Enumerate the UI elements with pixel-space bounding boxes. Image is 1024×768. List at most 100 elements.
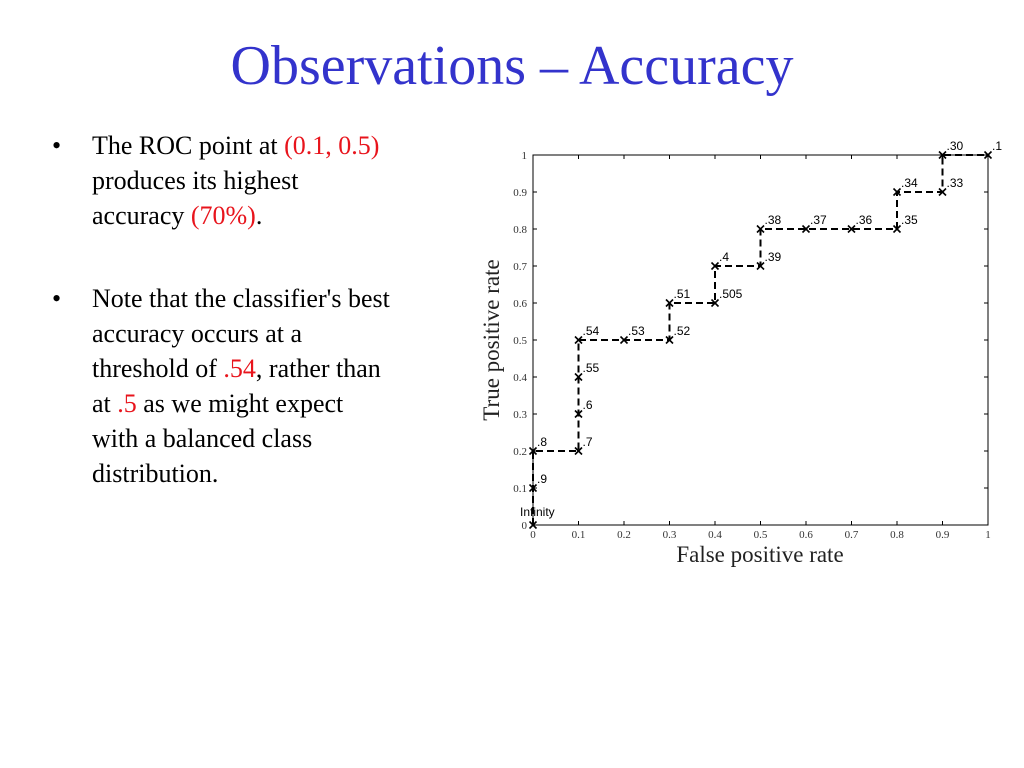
marker-stroke (938, 187, 947, 197)
roc-point-label: .1 (992, 139, 1002, 153)
bullet-text-part: The ROC point at (92, 131, 285, 160)
roc-point-marker (665, 335, 674, 345)
marker-stroke (710, 261, 720, 271)
bullet-highlight: .54 (223, 354, 256, 383)
slide-title: Observations – Accuracy (230, 35, 794, 97)
roc-point-marker (710, 261, 720, 271)
roc-point-marker (847, 224, 856, 234)
roc-point-label: .54 (583, 324, 600, 338)
bullet-item: • The ROC point at (0.1, 0.5) produces i… (52, 128, 392, 233)
roc-point-marker (938, 187, 947, 197)
roc-point-label: .36 (856, 213, 873, 227)
bullet-text-part: Note that the classifier's best accuracy… (92, 284, 390, 383)
x-tick-label: 1 (985, 529, 991, 541)
roc-point-marker (756, 261, 765, 271)
y-tick-label: 1 (522, 150, 528, 162)
bullet-list: • The ROC point at (0.1, 0.5) produces i… (52, 128, 392, 491)
y-tick-label: 0.3 (513, 409, 527, 421)
bullet-highlight: .5 (117, 389, 137, 418)
marker-stroke (574, 446, 583, 456)
roc-point-label: .505 (719, 287, 743, 301)
roc-point-label: .35 (901, 213, 918, 227)
x-tick-label: 0.1 (572, 529, 586, 541)
bullet-dot-icon: • (52, 131, 62, 160)
roc-point-label: Infinity (520, 505, 555, 519)
marker-stroke (619, 335, 629, 345)
roc-point-label: .33 (947, 176, 964, 190)
roc-point-label: .8 (537, 435, 547, 449)
x-tick-label: 0.9 (936, 529, 950, 541)
x-tick-label: 0.4 (708, 529, 722, 541)
roc-point-marker (665, 298, 674, 308)
x-tick-label: 0.7 (845, 529, 859, 541)
roc-point-marker (528, 483, 538, 493)
roc-curve-line (532, 154, 988, 525)
roc-point-marker (528, 446, 538, 456)
marker-stroke (938, 150, 947, 160)
marker-stroke (892, 224, 902, 234)
marker-stroke (574, 335, 583, 345)
y-tick-label: 0.5 (513, 335, 527, 347)
y-tick-label: 0.6 (513, 298, 527, 310)
tick-labels: 0 0.1 0.2 0.3 0.4 0.5 0.6 0.7 0.8 0.9 1 0 0.1 0.2 0.3 0… (513, 150, 991, 541)
y-tick-label: 0.1 (513, 483, 527, 495)
x-tick-label: 0.6 (799, 529, 813, 541)
marker-stroke (574, 372, 583, 382)
roc-point-label: .6 (583, 398, 593, 412)
marker-stroke (801, 224, 811, 234)
roc-point-marker (574, 409, 583, 419)
roc-point-marker (574, 446, 583, 456)
bullet-highlight: (70%) (190, 201, 256, 230)
y-tick-label: 0.2 (513, 446, 527, 458)
bullet-text: Note that the classifier's best accuracy… (92, 281, 392, 491)
marker-stroke (665, 335, 674, 345)
y-tick-label: 0.9 (513, 187, 527, 199)
plot-frame (532, 154, 989, 526)
marker-stroke (756, 261, 765, 271)
marker-stroke (756, 224, 765, 234)
x-tick-label: 0.8 (890, 529, 904, 541)
roc-point-marker (983, 150, 993, 160)
x-tick-label: 0.5 (754, 529, 768, 541)
x-tick-label: 0.2 (617, 529, 631, 541)
roc-point-label: .37 (810, 213, 827, 227)
bullet-highlight: (0.1, 0.5) (284, 131, 380, 160)
roc-point-marker (574, 335, 583, 345)
marker-stroke (710, 298, 720, 308)
roc-point-label: .9 (537, 472, 547, 486)
y-tick-label: 0.7 (513, 261, 527, 273)
bullet-text-part: , rather than at (92, 354, 381, 418)
marker-stroke (528, 446, 538, 456)
y-axis-label: True positive rate (479, 259, 504, 420)
roc-point-label: .4 (719, 250, 729, 264)
y-tick-label: 0.8 (513, 224, 527, 236)
roc-point-marker (892, 224, 902, 234)
roc-point-label: .55 (583, 361, 600, 375)
x-tick-label: 0 (530, 529, 536, 541)
bullet-text-part: produces its highest accuracy (92, 166, 299, 230)
marker-stroke (574, 409, 583, 419)
roc-point-label: .53 (628, 324, 645, 338)
roc-point-label: .34 (901, 176, 918, 190)
marker-stroke (847, 224, 856, 234)
roc-point-label: .30 (947, 139, 964, 153)
roc-point-marker (710, 298, 720, 308)
roc-point-marker (756, 224, 765, 234)
roc-point-label: .52 (674, 324, 691, 338)
roc-point-marker (574, 372, 583, 382)
marker-stroke (665, 298, 674, 308)
marker-stroke (528, 483, 538, 493)
bullet-item: • Note that the classifier's best accura… (52, 281, 392, 491)
point-labels: Infinity .9 .8 .7 .6 .55 .54 .53 .52 .51 .505 .4 .39… (520, 139, 1002, 519)
x-tick-label: 0.3 (663, 529, 677, 541)
y-tick-label: 0.4 (513, 372, 527, 384)
roc-point-label: .39 (765, 250, 782, 264)
x-axis-label: False positive rate (676, 542, 843, 567)
bullet-text-part: . (255, 201, 263, 230)
bullet-text: The ROC point at (0.1, 0.5) produces its… (92, 128, 392, 233)
y-tick-label: 0 (522, 520, 528, 532)
marker-stroke (528, 520, 538, 530)
roc-chart: 0 0.1 0.2 0.3 0.4 0.5 0.6 0.7 0.8 0.9 1 0 0.1 0.2 0.3 0… (479, 139, 1002, 567)
marker-stroke (892, 187, 902, 197)
roc-point-marker (801, 224, 811, 234)
